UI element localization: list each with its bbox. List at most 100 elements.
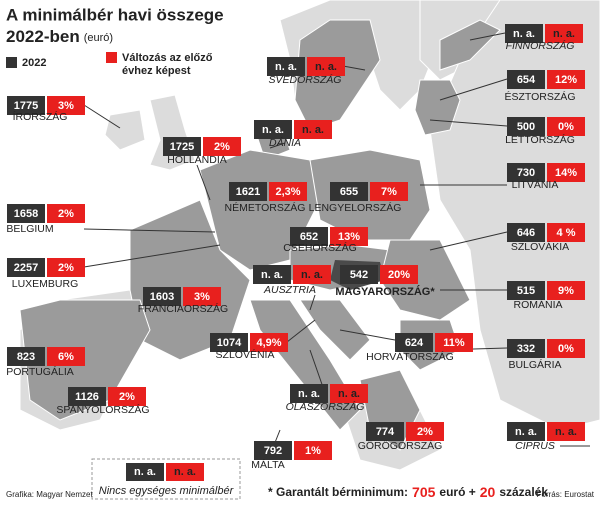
change-label: 13% bbox=[338, 231, 360, 243]
connector bbox=[342, 65, 366, 71]
change-label: n. a. bbox=[553, 28, 575, 40]
change-box bbox=[307, 57, 345, 76]
value-box bbox=[267, 57, 305, 76]
value-box bbox=[7, 258, 45, 277]
value-box bbox=[210, 333, 248, 352]
value-label: 1603 bbox=[150, 291, 174, 303]
connector bbox=[429, 119, 508, 127]
change-label: 6% bbox=[58, 351, 74, 363]
country-name: HOLLANDIA bbox=[167, 154, 227, 166]
country-name: DÁNIA bbox=[269, 136, 301, 149]
change-label: n. a. bbox=[302, 124, 324, 136]
footnote: * Garantált bérminimum: bbox=[268, 485, 408, 499]
country-name: LUXEMBURG bbox=[12, 278, 79, 290]
change-box bbox=[370, 182, 408, 201]
connector bbox=[83, 228, 216, 233]
change-box bbox=[330, 227, 368, 246]
value-label: n. a. bbox=[513, 28, 535, 40]
value-label: 1658 bbox=[14, 208, 38, 220]
footnote: * Garantált bérminimum: 705 euró + 20 százal… bbox=[268, 484, 548, 500]
country-name: MÁLTA bbox=[251, 458, 284, 471]
change-box bbox=[547, 223, 585, 242]
country-name: AUSZTRIA bbox=[263, 284, 316, 296]
value-label: 655 bbox=[340, 186, 358, 198]
change-label: 0% bbox=[558, 343, 574, 355]
change-box bbox=[547, 422, 585, 441]
change-label: 7% bbox=[381, 186, 397, 198]
change-label: 14% bbox=[555, 167, 577, 179]
change-box bbox=[47, 96, 85, 115]
value-box bbox=[163, 137, 201, 156]
value-label: 1126 bbox=[75, 391, 99, 403]
value-box bbox=[507, 339, 545, 358]
value-box bbox=[7, 204, 45, 223]
change-label: 0% bbox=[558, 121, 574, 133]
value-box bbox=[7, 347, 45, 366]
value-label: 652 bbox=[300, 231, 318, 243]
connector bbox=[196, 164, 211, 201]
change-box bbox=[294, 441, 332, 460]
value-label: 515 bbox=[517, 285, 535, 297]
footnote-amount: 705 bbox=[412, 484, 436, 500]
change-label: 9% bbox=[558, 285, 574, 297]
connector bbox=[83, 104, 121, 129]
country-name: HORVÁTORSZÁG bbox=[366, 350, 454, 363]
change-box bbox=[166, 463, 204, 481]
country-name: ÉSZTORSZÁG bbox=[505, 90, 576, 103]
change-box bbox=[547, 117, 585, 136]
value-label: n. a. bbox=[262, 124, 284, 136]
change-label: 3% bbox=[194, 291, 210, 303]
change-label: 1% bbox=[305, 445, 321, 457]
country-name: BELGIUM bbox=[6, 223, 53, 235]
country-name: BULGÁRIA bbox=[508, 358, 561, 371]
value-box bbox=[507, 422, 545, 441]
value-box bbox=[126, 463, 164, 481]
value-box bbox=[253, 265, 291, 284]
country-name: SPANYOLORSZÁG bbox=[56, 403, 149, 416]
footnote: százalék bbox=[499, 485, 548, 499]
value-label: 774 bbox=[376, 426, 395, 438]
country-name: CSEHORSZÁG bbox=[283, 241, 357, 254]
country-name: LETTORSZÁG bbox=[505, 133, 575, 146]
change-box bbox=[47, 204, 85, 223]
value-label: 500 bbox=[517, 121, 535, 133]
value-label: 1725 bbox=[170, 141, 194, 153]
unit: (euró) bbox=[84, 32, 113, 44]
change-box bbox=[545, 24, 583, 43]
legend-swatch bbox=[6, 57, 17, 68]
value-label: 792 bbox=[264, 445, 282, 457]
value-box bbox=[507, 117, 545, 136]
connector bbox=[339, 329, 396, 341]
country-name: NÉMETORSZÁG bbox=[225, 201, 306, 214]
value-box bbox=[229, 182, 267, 201]
change-box bbox=[47, 347, 85, 366]
value-label: 1621 bbox=[236, 186, 260, 198]
title: 2022-ben (euró) bbox=[6, 27, 113, 46]
value-box bbox=[507, 223, 545, 242]
value-label: 2257 bbox=[14, 262, 38, 274]
value-label: 1074 bbox=[217, 337, 242, 349]
change-box bbox=[250, 333, 288, 352]
change-label: n. a. bbox=[338, 388, 360, 400]
change-label: n. a. bbox=[301, 269, 323, 281]
country-name: FRANCIAORSZÁG bbox=[138, 302, 228, 315]
value-label: n. a. bbox=[275, 61, 297, 73]
connector bbox=[286, 319, 316, 343]
change-box bbox=[203, 137, 241, 156]
title: A minimálbér havi összege bbox=[6, 5, 224, 24]
change-box bbox=[330, 384, 368, 403]
value-box bbox=[340, 265, 378, 284]
change-box bbox=[183, 287, 221, 306]
country-name: FINNORSZÁG bbox=[506, 39, 575, 52]
value-box bbox=[254, 120, 292, 139]
change-label: 2% bbox=[58, 208, 74, 220]
country-name: LITVÁNIA bbox=[512, 178, 559, 191]
change-box bbox=[380, 265, 418, 284]
country-name: MAGYARORSZÁG* bbox=[335, 285, 435, 298]
value-box bbox=[143, 287, 181, 306]
value-label: n. a. bbox=[261, 269, 283, 281]
connector bbox=[439, 78, 508, 101]
change-label: 11% bbox=[443, 337, 465, 349]
value-box bbox=[505, 24, 543, 43]
